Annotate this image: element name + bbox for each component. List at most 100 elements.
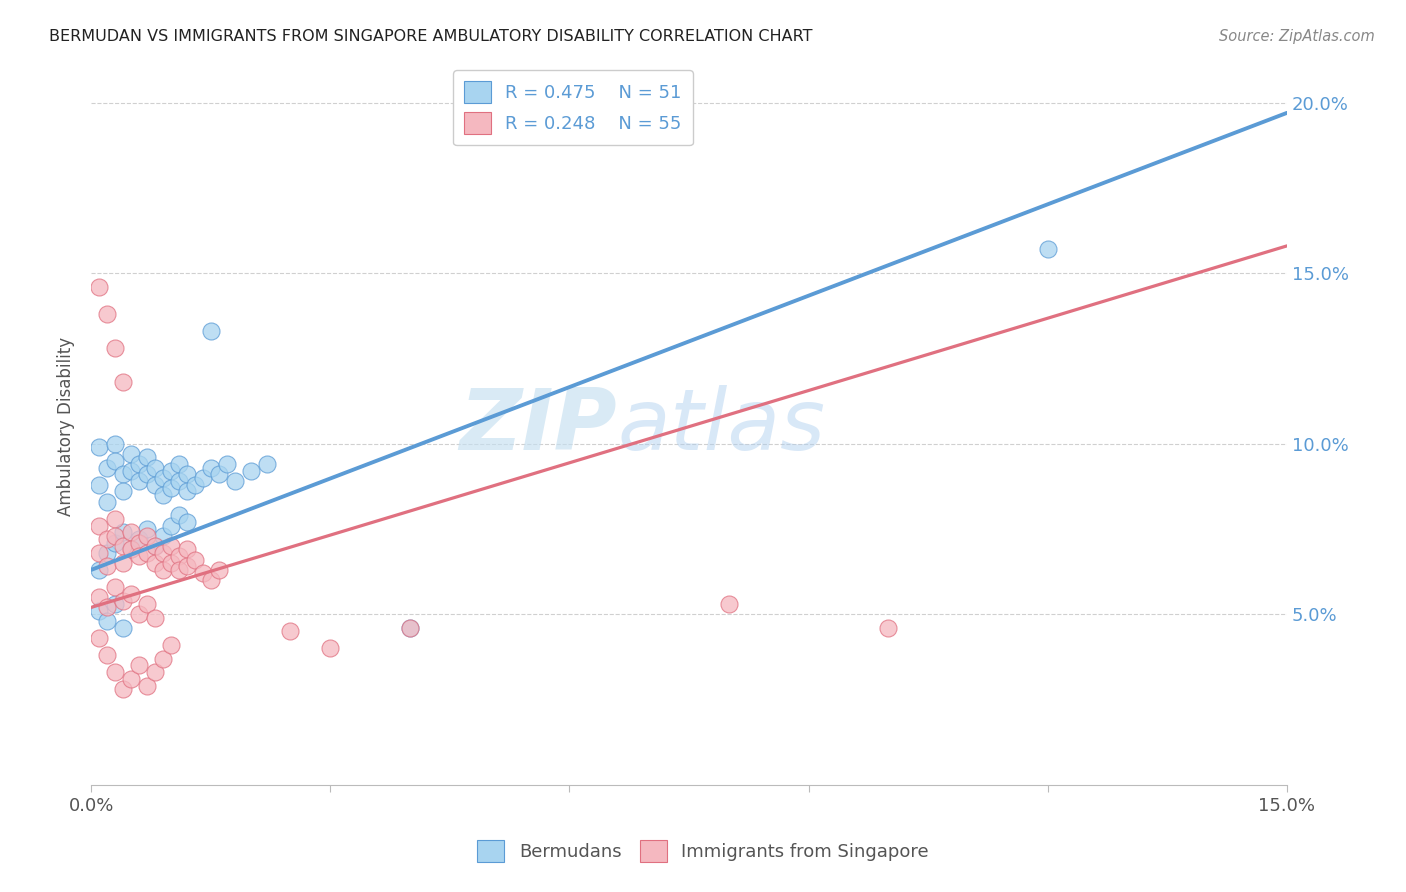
Point bbox=[184, 477, 207, 491]
Point bbox=[136, 546, 159, 560]
Point bbox=[112, 525, 135, 540]
Legend: Bermudans, Immigrants from Singapore: Bermudans, Immigrants from Singapore bbox=[470, 833, 936, 870]
Point bbox=[104, 535, 127, 549]
Point bbox=[120, 542, 142, 557]
Point bbox=[176, 559, 198, 574]
Point bbox=[160, 556, 183, 570]
Legend: R = 0.475    N = 51, R = 0.248    N = 55: R = 0.475 N = 51, R = 0.248 N = 55 bbox=[453, 70, 693, 145]
Point bbox=[112, 539, 135, 553]
Point bbox=[112, 484, 135, 499]
Point bbox=[184, 552, 207, 566]
Point bbox=[96, 532, 118, 546]
Point bbox=[176, 542, 198, 557]
Point bbox=[96, 600, 118, 615]
Y-axis label: Ambulatory Disability: Ambulatory Disability bbox=[58, 337, 75, 516]
Point bbox=[136, 450, 159, 465]
Point bbox=[877, 621, 900, 635]
Point bbox=[120, 525, 142, 540]
Point bbox=[160, 464, 183, 478]
Point bbox=[152, 471, 174, 485]
Point bbox=[96, 460, 118, 475]
Point bbox=[128, 607, 150, 622]
Point bbox=[176, 467, 198, 482]
Point bbox=[200, 324, 222, 338]
Point bbox=[143, 539, 166, 553]
Point bbox=[239, 464, 262, 478]
Point bbox=[112, 593, 135, 607]
Point bbox=[191, 471, 214, 485]
Point bbox=[160, 518, 183, 533]
Point bbox=[1036, 242, 1059, 256]
Point bbox=[152, 488, 174, 502]
Point bbox=[89, 590, 111, 604]
Point bbox=[224, 474, 246, 488]
Point bbox=[104, 512, 127, 526]
Point bbox=[215, 457, 238, 471]
Point bbox=[167, 457, 190, 471]
Point bbox=[136, 522, 159, 536]
Point bbox=[191, 566, 214, 581]
Point bbox=[399, 621, 422, 635]
Point bbox=[160, 638, 183, 652]
Point bbox=[104, 436, 127, 450]
Point bbox=[96, 648, 118, 662]
Point bbox=[176, 515, 198, 529]
Point bbox=[89, 563, 111, 577]
Point bbox=[256, 457, 278, 471]
Point bbox=[167, 549, 190, 564]
Point bbox=[89, 631, 111, 645]
Point bbox=[136, 529, 159, 543]
Point bbox=[200, 573, 222, 587]
Point bbox=[120, 464, 142, 478]
Point bbox=[104, 341, 127, 355]
Point bbox=[143, 556, 166, 570]
Point bbox=[112, 556, 135, 570]
Text: BERMUDAN VS IMMIGRANTS FROM SINGAPORE AMBULATORY DISABILITY CORRELATION CHART: BERMUDAN VS IMMIGRANTS FROM SINGAPORE AM… bbox=[49, 29, 813, 44]
Point bbox=[399, 621, 422, 635]
Point bbox=[143, 610, 166, 624]
Point bbox=[208, 467, 231, 482]
Point bbox=[280, 624, 302, 639]
Point bbox=[96, 559, 118, 574]
Point bbox=[136, 597, 159, 611]
Point bbox=[120, 587, 142, 601]
Point bbox=[128, 474, 150, 488]
Point bbox=[96, 546, 118, 560]
Point bbox=[143, 665, 166, 680]
Point bbox=[96, 614, 118, 628]
Point bbox=[200, 460, 222, 475]
Point bbox=[167, 508, 190, 523]
Point bbox=[717, 597, 740, 611]
Point bbox=[167, 474, 190, 488]
Point bbox=[89, 477, 111, 491]
Point bbox=[128, 532, 150, 546]
Point bbox=[143, 460, 166, 475]
Point bbox=[112, 621, 135, 635]
Point bbox=[120, 447, 142, 461]
Point bbox=[104, 454, 127, 468]
Point bbox=[128, 549, 150, 564]
Point bbox=[160, 481, 183, 495]
Point bbox=[128, 658, 150, 673]
Point bbox=[152, 529, 174, 543]
Point bbox=[319, 641, 342, 656]
Point bbox=[152, 563, 174, 577]
Point bbox=[143, 539, 166, 553]
Point bbox=[96, 494, 118, 508]
Point bbox=[167, 563, 190, 577]
Text: Source: ZipAtlas.com: Source: ZipAtlas.com bbox=[1219, 29, 1375, 44]
Point bbox=[152, 546, 174, 560]
Point bbox=[104, 597, 127, 611]
Point bbox=[128, 535, 150, 549]
Point bbox=[128, 457, 150, 471]
Point bbox=[104, 580, 127, 594]
Text: atlas: atlas bbox=[617, 385, 825, 468]
Point bbox=[208, 563, 231, 577]
Point bbox=[136, 467, 159, 482]
Point bbox=[89, 518, 111, 533]
Text: ZIP: ZIP bbox=[460, 385, 617, 468]
Point bbox=[120, 672, 142, 686]
Point bbox=[112, 376, 135, 390]
Point bbox=[89, 546, 111, 560]
Point bbox=[160, 539, 183, 553]
